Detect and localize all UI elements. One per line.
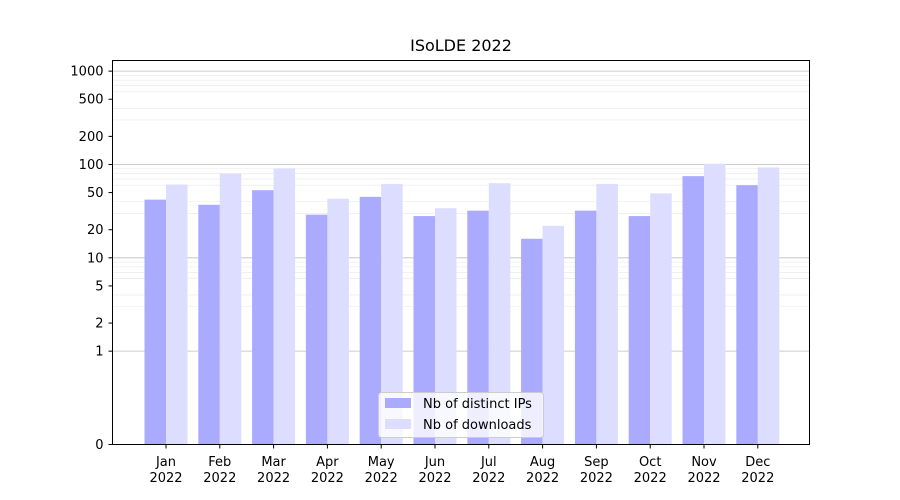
x-tick-label: Oct [639,455,661,470]
x-tick-label: 2022 [580,471,613,486]
x-tick-label: 2022 [634,471,667,486]
bar-distinct-ips [198,204,220,445]
y-tick-label: 50 [87,186,104,201]
bar-downloads [219,173,242,445]
bar-distinct-ips [467,210,489,445]
x-tick-label: Jun [424,455,445,470]
x-tick-label: 2022 [365,471,398,486]
x-tick-label: Jan [155,455,176,470]
x-tick-label: 2022 [687,471,720,486]
legend-swatch-downloads [385,419,411,429]
plot-frame [112,60,810,445]
bar-distinct-ips [359,196,382,445]
y-tick-label: 1000 [70,65,103,80]
y-axis: 0 1 2 5 10 20 50 100 200 500 1000 [70,65,113,453]
x-tick-label: May [368,455,395,470]
y-tick-label: 200 [79,130,104,145]
x-axis: Jan2022Feb2022Mar2022Apr2022May2022Jun20… [149,444,774,486]
bar-downloads [327,198,349,445]
bar-downloads [704,163,726,445]
bar-downloads [166,184,188,445]
bar-downloads [650,193,672,445]
bar-downloads [757,167,780,445]
y-tick-label: 10 [87,251,104,266]
bar-downloads [381,183,403,445]
y-tick-label: 500 [79,93,104,108]
bar-downloads [596,183,618,445]
bar-distinct-ips [144,199,166,445]
bar-downloads [435,208,457,445]
x-tick-label: 2022 [311,471,344,486]
bar-downloads [488,183,511,445]
x-tick-label: Nov [691,455,717,470]
bar-distinct-ips [628,216,651,445]
y-tick-label: 1 [95,345,103,360]
x-tick-label: Dec [745,455,770,470]
bar-downloads [273,168,296,445]
x-tick-label: Apr [316,455,339,470]
y-tick-label: 0 [95,438,103,453]
x-tick-label: Jul [480,455,497,470]
x-tick-label: Mar [261,455,286,470]
x-tick-label: 2022 [741,471,774,486]
legend-swatch-distinct-ips [385,398,411,408]
x-tick-label: Sep [584,455,609,470]
x-tick-label: Feb [208,455,231,470]
bars [144,163,780,445]
x-tick-label: 2022 [472,471,505,486]
y-tick-label: 100 [79,158,104,173]
bar-distinct-ips [682,176,704,445]
bar-distinct-ips [736,185,758,445]
chart-title: ISoLDE 2022 [410,36,512,55]
bar-distinct-ips [305,214,328,445]
bar-downloads [542,225,565,445]
bar-distinct-ips [574,210,597,445]
legend-label-downloads: Nb of downloads [423,418,532,433]
x-tick-label: Aug [530,455,555,470]
x-tick-label: 2022 [149,471,182,486]
x-tick-label: 2022 [257,471,290,486]
bar-distinct-ips [413,216,435,445]
y-tick-label: 5 [95,279,103,294]
legend-box [378,392,544,438]
legend: Nb of distinct IPs Nb of downloads [378,392,544,438]
y-tick-label: 2 [95,317,103,332]
x-tick-label: 2022 [203,471,236,486]
legend-label-distinct-ips: Nb of distinct IPs [423,397,532,412]
x-tick-label: 2022 [418,471,451,486]
bar-distinct-ips [252,190,274,445]
x-tick-label: 2022 [526,471,559,486]
y-tick-label: 20 [87,223,104,238]
